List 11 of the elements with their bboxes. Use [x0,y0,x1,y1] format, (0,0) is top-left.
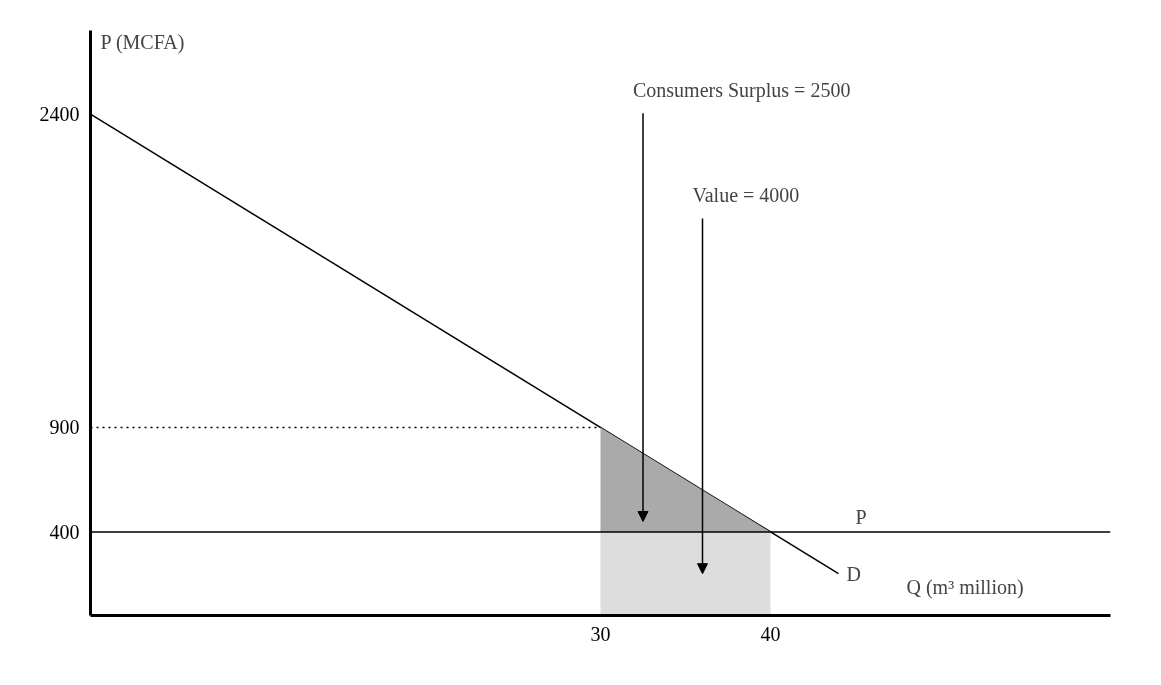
annotation: Consumers Surplus = 2500 [633,78,851,102]
y-axis-title: P (MCFA) [100,30,185,54]
x-tick-label: 40 [760,622,781,645]
annotation: Value = 4000 [692,184,800,206]
y-tick-label: 900 [49,416,80,439]
y-tick-label: 400 [49,520,80,543]
x-axis-title: Q (m³ million) [906,575,1024,599]
y-tick-label: 2400 [39,103,80,126]
ref-line-label: P [855,505,867,528]
x-tick-label: 30 [590,622,611,645]
series-label: D [846,562,861,585]
